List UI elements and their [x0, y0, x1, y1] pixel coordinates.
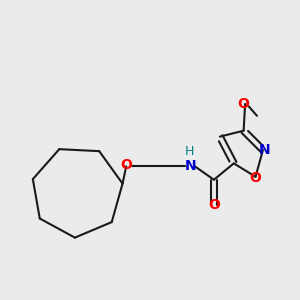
Text: N: N [184, 159, 196, 173]
Text: H: H [185, 145, 194, 158]
Text: O: O [250, 171, 262, 185]
Text: N: N [258, 143, 270, 157]
Text: O: O [238, 97, 250, 111]
Text: O: O [120, 158, 132, 172]
Text: O: O [208, 198, 220, 212]
